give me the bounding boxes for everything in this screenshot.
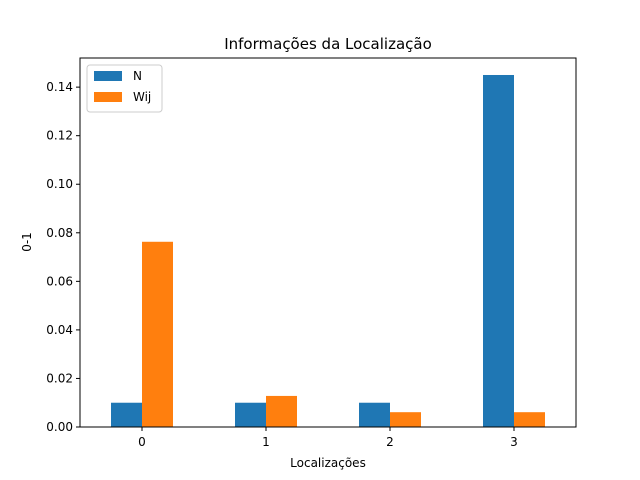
y-tick-label: 0.14 xyxy=(46,80,73,94)
x-tick-label: 0 xyxy=(138,435,146,449)
y-axis-label: 0-1 xyxy=(20,232,34,252)
y-axis-ticks: 0.00 0.02 0.04 0.06 0.08 0.10 0.12 0.14 xyxy=(46,80,80,434)
x-tick-label: 2 xyxy=(386,435,394,449)
y-tick-label: 0.00 xyxy=(46,420,73,434)
x-tick-label: 1 xyxy=(262,435,270,449)
bar-n-1 xyxy=(235,402,266,427)
y-tick-label: 0.04 xyxy=(46,323,73,337)
bar-wij-0 xyxy=(142,241,173,427)
legend-label-wij: Wij xyxy=(133,90,151,104)
bar-wij-3 xyxy=(514,412,545,427)
x-axis-ticks: 0 1 2 3 xyxy=(138,427,518,449)
bar-n-2 xyxy=(359,402,390,427)
bars-group xyxy=(111,74,545,428)
chart-title: Informações da Localização xyxy=(224,35,432,53)
y-tick-label: 0.02 xyxy=(46,371,73,385)
x-tick-label: 3 xyxy=(510,435,518,449)
bar-n-0 xyxy=(111,402,142,427)
y-tick-label: 0.10 xyxy=(46,177,73,191)
legend-swatch-n xyxy=(94,71,122,81)
plot-frame xyxy=(79,57,577,428)
legend-label-n: N xyxy=(133,69,142,83)
legend: N Wij xyxy=(86,64,163,113)
y-tick-label: 0.06 xyxy=(46,274,73,288)
bar-wij-2 xyxy=(390,412,421,427)
legend-swatch-wij xyxy=(94,92,122,102)
bar-wij-1 xyxy=(266,395,297,427)
bar-n-3 xyxy=(483,74,514,428)
x-axis-label: Localizações xyxy=(290,456,366,470)
y-tick-label: 0.08 xyxy=(46,226,73,240)
y-tick-label: 0.12 xyxy=(46,129,73,143)
